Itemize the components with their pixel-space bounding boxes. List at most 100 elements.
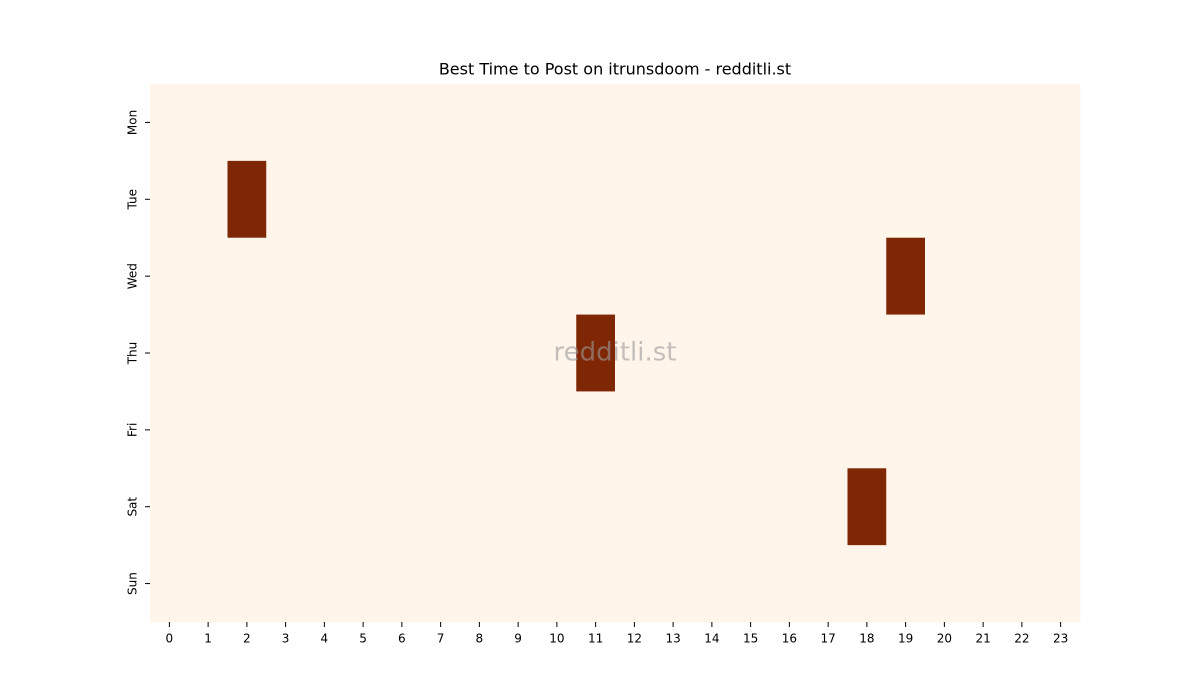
heatmap-cell bbox=[615, 237, 655, 316]
heatmap-cell bbox=[188, 314, 228, 392]
heatmap-cell bbox=[343, 468, 383, 546]
heatmap-cell bbox=[421, 468, 461, 546]
heatmap-cell bbox=[770, 160, 810, 239]
heatmap-cell bbox=[382, 468, 422, 546]
heatmap-cell bbox=[615, 314, 655, 392]
heatmap-cell bbox=[343, 391, 383, 469]
heatmap-cell bbox=[731, 545, 771, 623]
heatmap-cell bbox=[421, 545, 461, 623]
heatmap-cell bbox=[266, 468, 306, 546]
heatmap-cell bbox=[653, 160, 693, 239]
watermark: redditli.st bbox=[554, 338, 677, 368]
heatmap-cell bbox=[692, 468, 732, 546]
x-tick-label: 1 bbox=[204, 632, 212, 646]
heatmap-cell bbox=[460, 468, 500, 546]
heatmap-cell bbox=[305, 84, 345, 162]
heatmap-cell bbox=[886, 468, 926, 546]
x-tick-label: 5 bbox=[359, 632, 367, 646]
heatmap-cell bbox=[227, 237, 267, 316]
heatmap-cell bbox=[498, 84, 538, 162]
heatmap-cell bbox=[1041, 391, 1081, 469]
heatmap-cell bbox=[886, 84, 926, 162]
heatmap-cell bbox=[227, 468, 267, 546]
heatmap-cell bbox=[925, 237, 965, 316]
heatmap-cell bbox=[692, 545, 732, 623]
heatmap-cell bbox=[150, 545, 190, 623]
heatmap-cell bbox=[460, 84, 500, 162]
heatmap-cell bbox=[1041, 468, 1081, 546]
heatmap-cell bbox=[150, 84, 190, 162]
heatmap-cell bbox=[1041, 160, 1081, 239]
x-tick-label: 17 bbox=[820, 632, 835, 646]
heatmap-cell bbox=[460, 237, 500, 316]
heatmap-cell bbox=[576, 84, 616, 162]
heatmap-cell bbox=[576, 545, 616, 623]
heatmap-cell bbox=[266, 84, 306, 162]
heatmap-cell bbox=[925, 314, 965, 392]
heatmap-cell bbox=[421, 160, 461, 239]
heatmap-cell bbox=[653, 391, 693, 469]
x-tick-label: 18 bbox=[859, 632, 874, 646]
heatmap-cell bbox=[692, 84, 732, 162]
heatmap-cell bbox=[1002, 545, 1042, 623]
heatmap-cell bbox=[227, 160, 267, 239]
heatmap-cell bbox=[498, 468, 538, 546]
heatmap-cell bbox=[692, 314, 732, 392]
heatmap-cell bbox=[382, 391, 422, 469]
heatmap-cell bbox=[537, 391, 577, 469]
heatmap-cell bbox=[1002, 160, 1042, 239]
heatmap-cell bbox=[731, 391, 771, 469]
x-tick-label: 20 bbox=[937, 632, 952, 646]
y-tick-label: Sun bbox=[126, 572, 140, 595]
heatmap-cell bbox=[653, 314, 693, 392]
heatmap-cell bbox=[1002, 237, 1042, 316]
heatmap-cell bbox=[770, 545, 810, 623]
heatmap-cell bbox=[731, 314, 771, 392]
heatmap-cell bbox=[150, 160, 190, 239]
heatmap-cell bbox=[770, 84, 810, 162]
heatmap-cell bbox=[227, 545, 267, 623]
heatmap-cell bbox=[382, 545, 422, 623]
x-tick-label: 3 bbox=[282, 632, 290, 646]
heatmap-cell bbox=[421, 237, 461, 316]
heatmap-cell bbox=[925, 391, 965, 469]
heatmap-cell bbox=[150, 391, 190, 469]
y-tick-label: Wed bbox=[126, 263, 140, 289]
heatmap-cell bbox=[770, 237, 810, 316]
heatmap-cell bbox=[576, 468, 616, 546]
heatmap-cell bbox=[150, 314, 190, 392]
heatmap-cell bbox=[653, 468, 693, 546]
x-tick-label: 9 bbox=[514, 632, 522, 646]
heatmap-cell bbox=[886, 160, 926, 239]
heatmap-cell bbox=[498, 237, 538, 316]
heatmap-cell bbox=[460, 545, 500, 623]
heatmap-cell bbox=[537, 160, 577, 239]
heatmap-cell bbox=[537, 237, 577, 316]
x-tick-label: 11 bbox=[588, 632, 603, 646]
heatmap-cell bbox=[460, 391, 500, 469]
heatmap-cell bbox=[227, 391, 267, 469]
heatmap-cell bbox=[188, 545, 228, 623]
heatmap-cell bbox=[963, 545, 1003, 623]
heatmap-cell bbox=[925, 468, 965, 546]
x-tick-label: 8 bbox=[476, 632, 484, 646]
heatmap-cell bbox=[150, 237, 190, 316]
heatmap-cell bbox=[886, 314, 926, 392]
heatmap-cell bbox=[343, 314, 383, 392]
heatmap-cell bbox=[227, 314, 267, 392]
heatmap-cell bbox=[653, 237, 693, 316]
heatmap-cell bbox=[731, 160, 771, 239]
chart-title: Best Time to Post on itrunsdoom - reddit… bbox=[439, 60, 791, 79]
heatmap-cell bbox=[847, 84, 887, 162]
heatmap-cell bbox=[963, 391, 1003, 469]
heatmap-cell bbox=[886, 391, 926, 469]
heatmap-cell bbox=[305, 160, 345, 239]
heatmap-cell bbox=[460, 314, 500, 392]
heatmap-cell bbox=[847, 160, 887, 239]
heatmap-cell bbox=[1002, 468, 1042, 546]
x-tick-label: 10 bbox=[549, 632, 564, 646]
heatmap-cell bbox=[808, 314, 848, 392]
heatmap-cell bbox=[537, 84, 577, 162]
y-tick-label: Fri bbox=[126, 423, 140, 437]
